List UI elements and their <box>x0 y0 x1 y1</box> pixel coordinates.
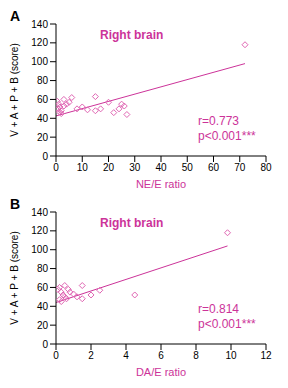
svg-text:120: 120 <box>31 225 48 236</box>
svg-text:60: 60 <box>37 94 49 105</box>
svg-text:20: 20 <box>103 162 115 173</box>
svg-text:12: 12 <box>260 350 272 361</box>
svg-text:DA/E ratio: DA/E ratio <box>136 366 186 378</box>
html-text:Right brain: Right brain <box>100 28 164 42</box>
svg-text:80: 80 <box>260 162 272 173</box>
svg-text:60: 60 <box>37 282 49 293</box>
html-text:r=0.773: r=0.773 <box>198 114 239 128</box>
svg-text:80: 80 <box>37 75 49 86</box>
svg-text:0: 0 <box>53 350 59 361</box>
svg-text:2: 2 <box>88 350 94 361</box>
html-text:B: B <box>10 196 21 212</box>
svg-text:140: 140 <box>31 207 48 218</box>
svg-text:100: 100 <box>31 244 48 255</box>
svg-text:40: 40 <box>155 162 167 173</box>
svg-text:NE/E ratio: NE/E ratio <box>136 178 186 190</box>
svg-text:20: 20 <box>37 132 49 143</box>
svg-text:80: 80 <box>37 263 49 274</box>
svg-text:30: 30 <box>129 162 141 173</box>
html-text:Right brain: Right brain <box>100 216 164 230</box>
html-text:r=0.814: r=0.814 <box>198 302 239 316</box>
svg-text:40: 40 <box>37 113 49 124</box>
svg-text:0: 0 <box>53 162 59 173</box>
svg-text:4: 4 <box>123 350 129 361</box>
svg-text:V + A + P + B (score): V + A + P + B (score) <box>9 231 20 324</box>
svg-text:10: 10 <box>77 162 89 173</box>
svg-text:V + A + P + B (score): V + A + P + B (score) <box>9 43 20 136</box>
html-text:A: A <box>10 8 21 24</box>
svg-text:60: 60 <box>208 162 220 173</box>
html-text:p<0.001***: p<0.001*** <box>198 317 256 331</box>
svg-text:20: 20 <box>37 320 49 331</box>
html-text:p<0.001***: p<0.001*** <box>198 129 256 143</box>
svg-text:6: 6 <box>158 350 164 361</box>
svg-text:70: 70 <box>234 162 246 173</box>
svg-text:140: 140 <box>31 19 48 30</box>
svg-text:0: 0 <box>42 151 48 162</box>
svg-text:100: 100 <box>31 56 48 67</box>
svg-text:120: 120 <box>31 37 48 48</box>
svg-text:40: 40 <box>37 301 49 312</box>
svg-text:50: 50 <box>182 162 194 173</box>
svg-text:0: 0 <box>42 339 48 350</box>
svg-text:8: 8 <box>193 350 199 361</box>
svg-text:10: 10 <box>225 350 237 361</box>
